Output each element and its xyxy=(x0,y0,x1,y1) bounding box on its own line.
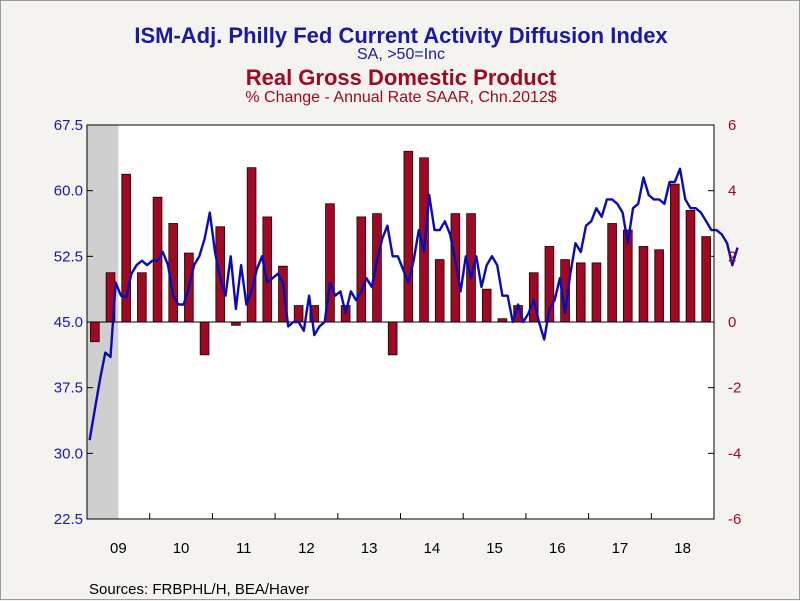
left-tick-label: 45.0 xyxy=(54,314,83,331)
gdp-bar xyxy=(591,262,602,323)
x-tick-label: 09 xyxy=(110,540,127,557)
right-tick-label: -6 xyxy=(728,511,741,528)
left-axis: 22.5 30.0 37.5 45.0 52.5 60.0 67.5 xyxy=(54,117,93,528)
gdp-bar xyxy=(607,223,617,323)
chart-title-primary: ISM-Adj. Philly Fed Current Activity Dif… xyxy=(134,23,668,48)
x-tick-label: 17 xyxy=(612,540,629,557)
x-axis: 09 10 11 12 13 14 15 16 17 18 xyxy=(110,513,691,557)
left-tick-label: 22.5 xyxy=(54,511,83,528)
left-tick-label: 67.5 xyxy=(54,117,83,134)
x-tick-label: 11 xyxy=(236,540,252,557)
gdp-bar xyxy=(387,321,398,356)
gdp-bar xyxy=(575,262,586,323)
x-tick-label: 16 xyxy=(549,540,566,557)
gdp-bar xyxy=(403,150,414,323)
philly-fed-line xyxy=(88,167,739,441)
gdp-bar xyxy=(654,249,664,323)
chart-subtitle-primary: SA, >50=Inc xyxy=(357,46,445,63)
right-axis: -6 -4 -2 0 2 4 6 xyxy=(708,117,741,528)
x-tick-label: 14 xyxy=(424,540,441,557)
gdp-bar xyxy=(670,183,680,323)
right-tick-label: -2 xyxy=(728,380,741,397)
source-note: Sources: FRBPHL/H, BEA/Haver xyxy=(89,581,309,598)
gdp-bar xyxy=(293,305,304,323)
gdp-bar xyxy=(90,321,100,343)
left-tick-label: 30.0 xyxy=(54,445,83,462)
gdp-bar xyxy=(121,173,131,323)
chart-subtitle-secondary: % Change - Annual Rate SAAR, Chn.2012$ xyxy=(245,89,556,106)
right-tick-label: -4 xyxy=(728,445,741,462)
left-tick-label: 60.0 xyxy=(54,183,83,200)
gdp-bar xyxy=(638,246,649,323)
gdp-bar xyxy=(434,259,445,323)
gdp-bar xyxy=(199,321,210,356)
x-tick-label: 18 xyxy=(674,540,691,557)
gdp-bar xyxy=(450,213,461,323)
right-tick-label: 0 xyxy=(728,314,736,331)
chart-title-secondary: Real Gross Domestic Product xyxy=(246,65,557,90)
gdp-bar xyxy=(701,236,711,323)
right-tick-label: 4 xyxy=(728,183,736,200)
x-tick-label: 13 xyxy=(361,540,378,557)
gdp-bar xyxy=(372,213,382,323)
gdp-bar xyxy=(356,216,367,323)
gdp-bar xyxy=(137,272,147,323)
x-tick-label: 15 xyxy=(486,540,503,557)
gdp-bar xyxy=(481,288,492,323)
x-tick-label: 12 xyxy=(298,540,315,557)
right-tick-label: 6 xyxy=(728,117,736,134)
left-tick-label: 52.5 xyxy=(54,248,83,265)
right-tick-label: 2 xyxy=(728,248,736,265)
x-tick-label: 10 xyxy=(173,540,190,557)
gdp-bar xyxy=(685,209,696,323)
left-tick-label: 37.5 xyxy=(54,380,83,397)
